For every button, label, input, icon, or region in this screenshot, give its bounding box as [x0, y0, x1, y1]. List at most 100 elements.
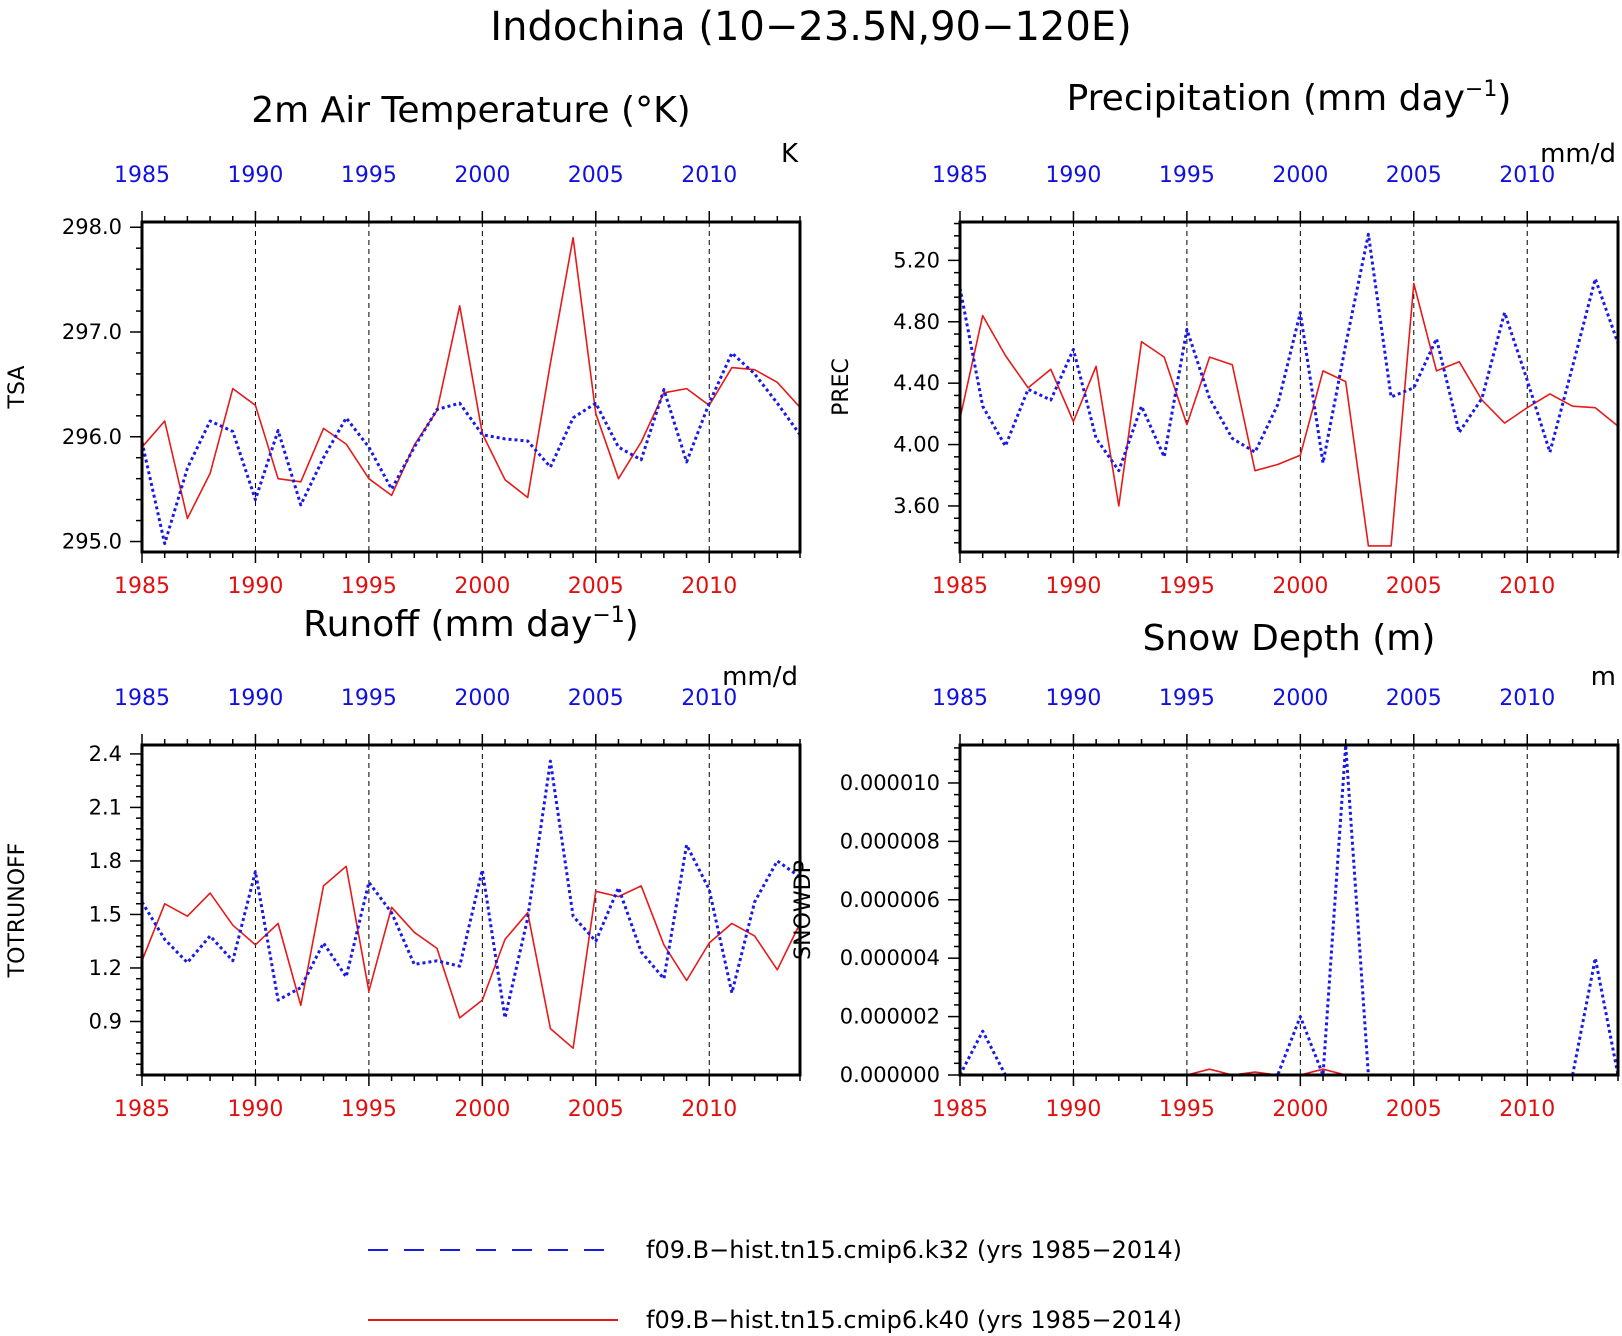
y-tick-label: 3.60	[893, 494, 940, 518]
x-tick-label-bottom: 1985	[114, 574, 170, 599]
y-axis-label: PREC	[829, 358, 854, 416]
y-tick-label: 0.000006	[840, 888, 940, 912]
y-tick-label: 4.80	[893, 310, 940, 334]
y-tick-label: 1.2	[89, 956, 122, 980]
x-tick-label-top: 2010	[681, 163, 737, 188]
x-tick-label-bottom: 2005	[568, 1097, 624, 1122]
x-tick-label-bottom: 1990	[227, 574, 283, 599]
units-label: K	[781, 139, 799, 169]
x-tick-label-top: 1985	[114, 163, 170, 188]
x-tick-label-bottom: 1985	[932, 574, 988, 599]
x-tick-label-bottom: 2010	[681, 574, 737, 599]
x-tick-label-top: 1995	[1159, 163, 1215, 188]
y-tick-label: 4.00	[893, 433, 940, 457]
units-label: mm/d	[722, 662, 798, 692]
panel-1: 2m Air Temperature (°K) K TSA 1985 1985 1990 1…	[5, 90, 802, 599]
plot-frame	[140, 743, 802, 1077]
series-line-k40	[141, 236, 801, 520]
y-tick-label: 1.5	[89, 902, 122, 926]
y-tick-label: 2.4	[89, 742, 122, 766]
panel-title: Runoff (mm day−1)	[303, 603, 639, 645]
x-tick-label-top: 1995	[341, 686, 397, 711]
y-tick-label: 0.000000	[840, 1063, 940, 1087]
panel-4: Snow Depth (m) m SNOWDP 1985 1985 1990 1990 199…	[791, 618, 1620, 1122]
x-tick-label-top: 2010	[681, 686, 737, 711]
x-tick-label-bottom: 2010	[1499, 1097, 1555, 1122]
x-tick-label-bottom: 1995	[341, 1097, 397, 1122]
x-tick-label-top: 2010	[1499, 686, 1555, 711]
y-tick-label: 0.000010	[840, 771, 940, 795]
y-tick-label: 0.000002	[840, 1005, 940, 1029]
x-tick-label-bottom: 2000	[454, 1097, 510, 1122]
y-tick-label: 0.000004	[840, 946, 940, 970]
x-tick-label-top: 1995	[1159, 686, 1215, 711]
y-axis-label: TSA	[5, 366, 30, 410]
legend-label-k32: f09.B−hist.tn15.cmip6.k32 (yrs 1985−2014…	[646, 1236, 1182, 1264]
x-tick-label-bottom: 2000	[454, 574, 510, 599]
panel-3: Runoff (mm day−1) mm/d TOTRUNOFF 1985 1985 19…	[5, 603, 802, 1122]
x-tick-label-bottom: 2005	[1386, 1097, 1442, 1122]
x-tick-label-top: 1990	[1045, 163, 1101, 188]
main-title: Indochina (10−23.5N,90−120E)	[490, 4, 1131, 50]
legend-label-k40: f09.B−hist.tn15.cmip6.k40 (yrs 1985−2014…	[646, 1306, 1182, 1334]
x-tick-label-top: 2005	[568, 163, 624, 188]
y-tick-label: 296.0	[62, 425, 122, 449]
x-tick-label-top: 1985	[932, 686, 988, 711]
panel-title: Precipitation (mm day−1)	[1067, 77, 1512, 119]
x-tick-label-bottom: 2010	[1499, 574, 1555, 599]
x-tick-label-bottom: 1985	[114, 1097, 170, 1122]
series-line-k32	[958, 232, 1620, 473]
x-tick-label-top: 1990	[1045, 686, 1101, 711]
x-tick-label-bottom: 1995	[341, 574, 397, 599]
x-tick-label-top: 2010	[1499, 163, 1555, 188]
y-axis-label: SNOWDP	[791, 860, 816, 960]
x-tick-label-bottom: 1985	[932, 1097, 988, 1122]
panels: 2m Air Temperature (°K) K TSA 1985 1985 1990 1…	[5, 77, 1620, 1122]
y-axis-label: TOTRUNOFF	[5, 843, 30, 979]
x-tick-label-bottom: 1990	[1045, 574, 1101, 599]
x-tick-label-top: 2000	[1272, 163, 1328, 188]
x-tick-label-top: 2005	[568, 686, 624, 711]
x-tick-label-bottom: 2000	[1272, 574, 1328, 599]
series-line-k32	[140, 351, 802, 546]
x-tick-label-bottom: 2005	[568, 574, 624, 599]
x-tick-label-bottom: 2010	[681, 1097, 737, 1122]
y-tick-label: 297.0	[62, 320, 122, 344]
y-tick-label: 0.000008	[840, 829, 940, 853]
y-tick-label: 0.9	[89, 1009, 122, 1033]
x-tick-label-top: 2000	[454, 686, 510, 711]
panel-2: Precipitation (mm day−1) mm/d PREC 1985 1985…	[829, 77, 1620, 599]
series-line-k40	[959, 282, 1619, 547]
x-tick-label-bottom: 1990	[1045, 1097, 1101, 1122]
x-tick-label-bottom: 1990	[227, 1097, 283, 1122]
y-tick-label: 2.1	[89, 795, 122, 819]
x-tick-label-bottom: 1995	[1159, 574, 1215, 599]
units-label: m	[1591, 662, 1616, 692]
series-line-k32	[958, 743, 1620, 1077]
x-tick-label-top: 2000	[454, 163, 510, 188]
x-tick-label-top: 1990	[227, 686, 283, 711]
x-tick-label-bottom: 1995	[1159, 1097, 1215, 1122]
plot-frame	[958, 220, 1620, 554]
x-tick-label-top: 1985	[114, 686, 170, 711]
x-tick-label-top: 2005	[1386, 163, 1442, 188]
x-tick-label-top: 2005	[1386, 686, 1442, 711]
x-tick-label-top: 2000	[1272, 686, 1328, 711]
plot-frame	[140, 220, 802, 554]
y-tick-label: 298.0	[62, 215, 122, 239]
legend: f09.B−hist.tn15.cmip6.k32 (yrs 1985−2014…	[368, 1236, 1182, 1334]
x-tick-label-bottom: 2000	[1272, 1097, 1328, 1122]
y-tick-label: 5.20	[893, 248, 940, 272]
x-tick-label-top: 1990	[227, 163, 283, 188]
panel-title: Snow Depth (m)	[1143, 618, 1436, 659]
x-tick-label-top: 1985	[932, 163, 988, 188]
series-line-k40	[141, 865, 801, 1049]
x-tick-label-top: 1995	[341, 163, 397, 188]
y-tick-label: 4.40	[893, 371, 940, 395]
plot-frame	[958, 743, 1620, 1077]
units-label: mm/d	[1540, 139, 1616, 169]
series-line-k32	[140, 759, 801, 1020]
y-tick-label: 295.0	[62, 530, 122, 554]
y-tick-label: 1.8	[89, 849, 122, 873]
